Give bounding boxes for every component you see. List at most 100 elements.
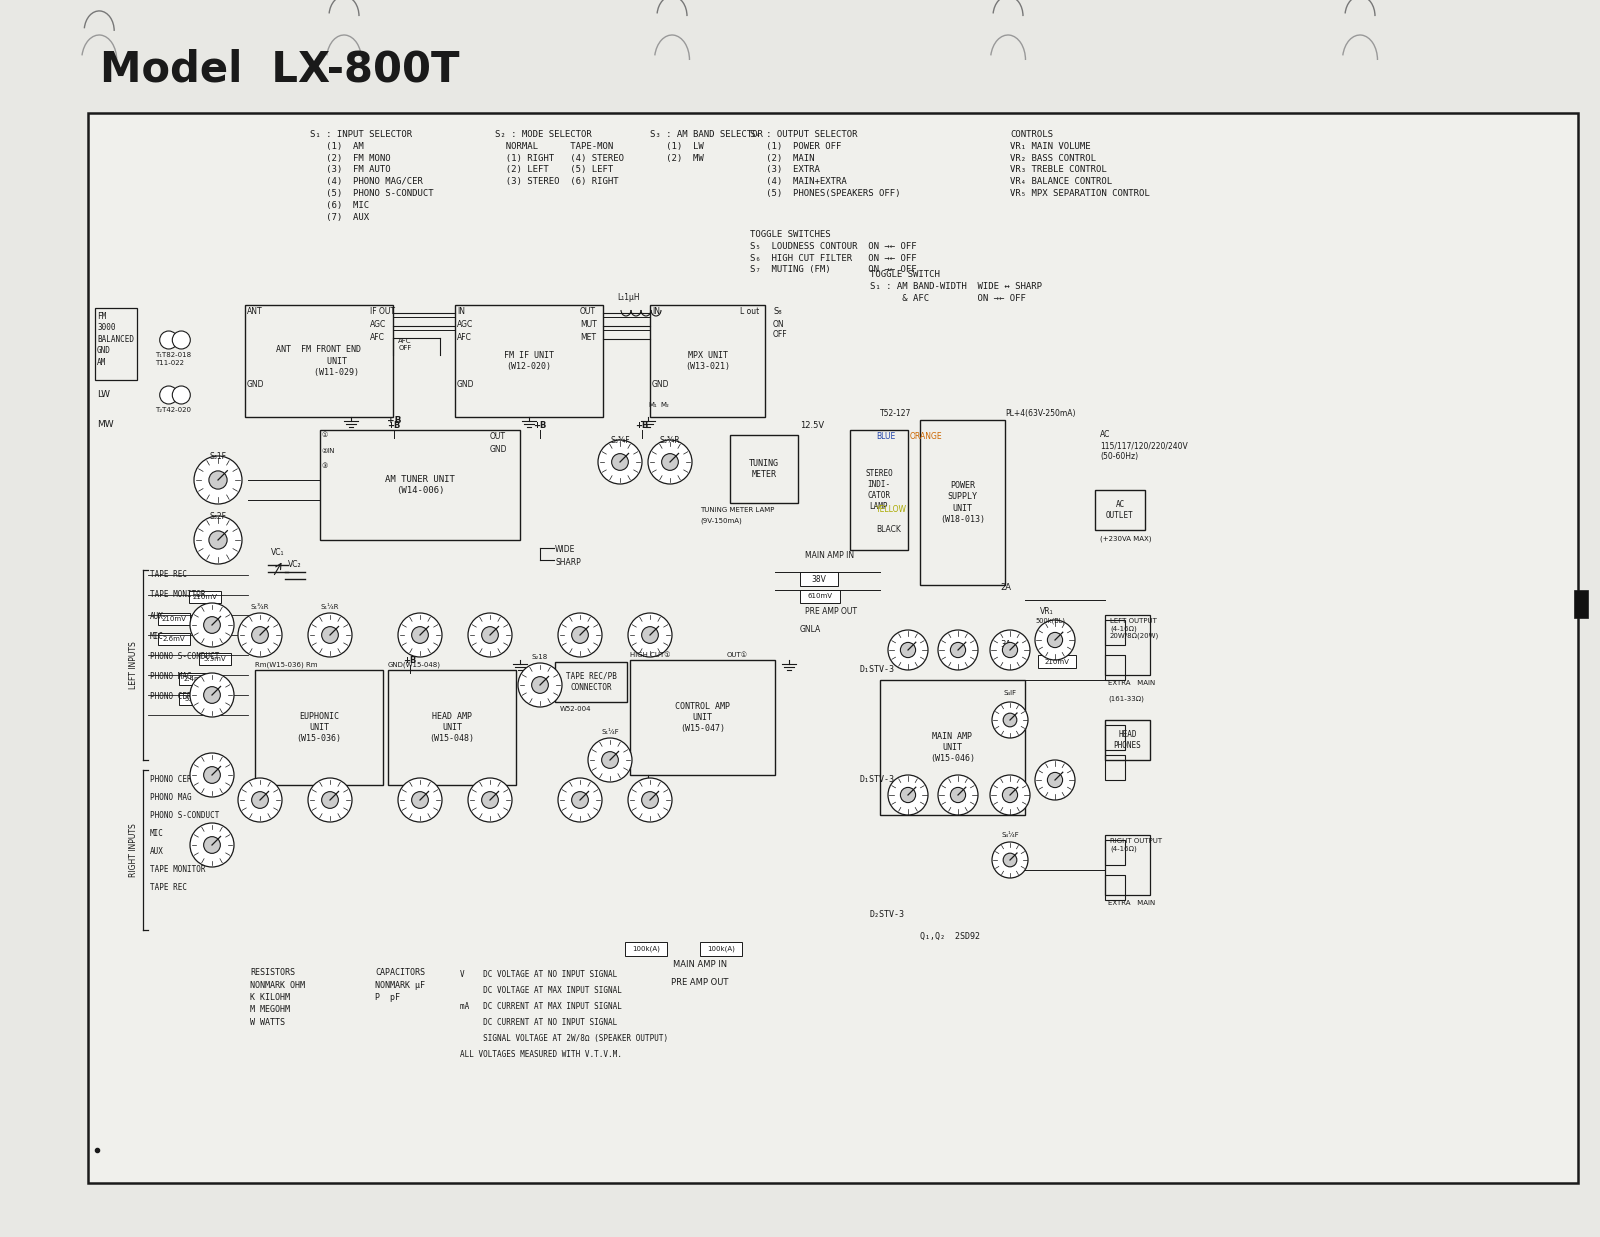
Text: VC₂: VC₂ — [288, 560, 302, 569]
Text: GND: GND — [246, 380, 264, 388]
Circle shape — [238, 778, 282, 823]
Text: POWER
SUPPLY
UNIT
(W18-013): POWER SUPPLY UNIT (W18-013) — [941, 481, 986, 523]
Text: MAIN AMP
UNIT
(W15-046): MAIN AMP UNIT (W15-046) — [930, 732, 974, 763]
Text: GND: GND — [458, 380, 475, 388]
Text: S₄IF: S₄IF — [1003, 690, 1016, 696]
Text: MPX UNIT
(W13-021): MPX UNIT (W13-021) — [685, 351, 730, 371]
Text: TUNING
METER: TUNING METER — [749, 459, 779, 479]
Text: S₂18: S₂18 — [531, 654, 549, 661]
Text: S₃¾R: S₃¾R — [659, 435, 680, 445]
Text: BLUE: BLUE — [877, 432, 896, 442]
Text: GNLA: GNLA — [800, 625, 821, 635]
Text: CONTROLS
VR₁ MAIN VOLUME
VR₂ BASS CONTROL
VR₃ TREBLE CONTROL
VR₄ BALANCE CONTROL: CONTROLS VR₁ MAIN VOLUME VR₂ BASS CONTRO… — [1010, 130, 1150, 198]
Bar — [1106, 620, 1125, 644]
Text: D₁STV-3: D₁STV-3 — [861, 776, 894, 784]
Text: ON: ON — [773, 320, 784, 329]
Text: VR₁: VR₁ — [1040, 607, 1054, 616]
Circle shape — [203, 767, 221, 783]
Circle shape — [558, 614, 602, 657]
Text: LW: LW — [98, 390, 110, 400]
Text: 2.6mV: 2.6mV — [163, 636, 186, 642]
Bar — [850, 430, 909, 550]
Text: 3A: 3A — [1000, 640, 1011, 649]
Text: MW: MW — [98, 421, 114, 429]
Text: WIDE: WIDE — [555, 546, 576, 554]
Circle shape — [251, 792, 269, 808]
Text: 100k(A): 100k(A) — [707, 946, 734, 952]
Text: PRE AMP OUT: PRE AMP OUT — [805, 607, 858, 616]
Circle shape — [648, 440, 691, 484]
Bar — [701, 943, 742, 956]
Text: D₂STV-3: D₂STV-3 — [870, 910, 906, 919]
Circle shape — [1002, 788, 1018, 803]
Text: 210mV: 210mV — [162, 616, 187, 622]
Text: mA   DC CURRENT AT MAX INPUT SIGNAL: mA DC CURRENT AT MAX INPUT SIGNAL — [461, 1002, 622, 1011]
Text: Rm(W15-036) Rm: Rm(W15-036) Rm — [254, 662, 317, 668]
Text: DC VOLTAGE AT MAX INPUT SIGNAL: DC VOLTAGE AT MAX INPUT SIGNAL — [461, 986, 622, 995]
Circle shape — [160, 386, 178, 404]
Text: ORANGE: ORANGE — [910, 432, 942, 442]
Circle shape — [203, 687, 221, 704]
Bar — [158, 633, 190, 644]
Circle shape — [990, 630, 1030, 670]
Bar — [320, 430, 520, 541]
Text: Q₁,Q₂  2SD92: Q₁,Q₂ 2SD92 — [920, 931, 979, 941]
Circle shape — [1003, 714, 1018, 727]
Bar — [1106, 755, 1125, 781]
Circle shape — [238, 614, 282, 657]
Circle shape — [589, 738, 632, 782]
Bar — [730, 435, 798, 503]
Text: PRE AMP OUT: PRE AMP OUT — [672, 978, 728, 987]
Text: PHONO MAG: PHONO MAG — [150, 793, 192, 802]
Text: OUT: OUT — [490, 432, 506, 442]
Bar — [1106, 656, 1125, 680]
Bar — [880, 680, 1026, 815]
Circle shape — [190, 602, 234, 647]
Circle shape — [322, 627, 338, 643]
Bar — [254, 670, 382, 785]
Circle shape — [888, 776, 928, 815]
Text: AC
115/117/120/220/240V
(50-60Hz): AC 115/117/120/220/240V (50-60Hz) — [1101, 430, 1187, 461]
Circle shape — [190, 673, 234, 717]
Text: T52-127: T52-127 — [880, 409, 912, 418]
Text: RESISTORS
NONMARK OHM
K KILOHM
M MEGOHM
W WATTS: RESISTORS NONMARK OHM K KILOHM M MEGOHM … — [250, 969, 306, 1027]
Text: BLACK: BLACK — [877, 524, 901, 534]
Text: S₂ : MODE SELECTOR
  NORMAL      TAPE-MON
  (1) RIGHT   (4) STEREO
  (2) LEFT   : S₂ : MODE SELECTOR NORMAL TAPE-MON (1) R… — [494, 130, 624, 187]
Text: S₁¹⁄₄R: S₁¹⁄₄R — [320, 604, 339, 610]
Text: PHONO S-CONDUCT: PHONO S-CONDUCT — [150, 811, 219, 820]
Circle shape — [1002, 642, 1018, 658]
Circle shape — [950, 642, 966, 658]
Text: AGC: AGC — [370, 320, 386, 329]
Text: ANT  FM FRONT END
       UNIT
       (W11-029): ANT FM FRONT END UNIT (W11-029) — [277, 345, 362, 376]
Circle shape — [1048, 772, 1062, 788]
Text: TAPE MONITOR: TAPE MONITOR — [150, 590, 205, 599]
Text: (9V-150mA): (9V-150mA) — [701, 518, 742, 524]
Text: +B: +B — [403, 656, 416, 666]
Circle shape — [194, 456, 242, 503]
Text: V    DC VOLTAGE AT NO INPUT SIGNAL: V DC VOLTAGE AT NO INPUT SIGNAL — [461, 970, 618, 978]
Circle shape — [173, 332, 190, 349]
Text: AUX: AUX — [150, 612, 163, 621]
Text: L out: L out — [739, 307, 760, 315]
Text: S₃2F: S₃2F — [210, 512, 227, 521]
Text: EXTRA   MAIN: EXTRA MAIN — [1107, 901, 1155, 905]
Circle shape — [662, 454, 678, 470]
Circle shape — [1035, 620, 1075, 661]
Circle shape — [531, 677, 549, 694]
Text: S₁¹⁄₄F: S₁¹⁄₄F — [602, 729, 619, 735]
Text: SIGNAL VOLTAGE AT 2W/8Ω (SPEAKER OUTPUT): SIGNAL VOLTAGE AT 2W/8Ω (SPEAKER OUTPUT) — [461, 1034, 669, 1043]
Text: VC₁: VC₁ — [272, 548, 285, 557]
Text: T₂T42-020: T₂T42-020 — [155, 407, 190, 413]
Circle shape — [992, 842, 1027, 878]
Bar — [454, 306, 603, 417]
Text: TOGGLE SWITCHES
S₅  LOUDNESS CONTOUR  ON →← OFF
S₆  HIGH CUT FILTER   ON →← OFF
: TOGGLE SWITCHES S₅ LOUDNESS CONTOUR ON →… — [750, 230, 917, 275]
Text: CAPACITORS
NONMARK μF
P  pF: CAPACITORS NONMARK μF P pF — [374, 969, 426, 1002]
Text: AUX: AUX — [150, 847, 163, 856]
Text: AC
OUTLET: AC OUTLET — [1106, 500, 1134, 520]
Bar — [1094, 490, 1146, 529]
Circle shape — [467, 778, 512, 823]
Bar — [94, 308, 138, 380]
Bar — [245, 306, 394, 417]
Circle shape — [210, 471, 227, 489]
Bar — [387, 670, 515, 785]
